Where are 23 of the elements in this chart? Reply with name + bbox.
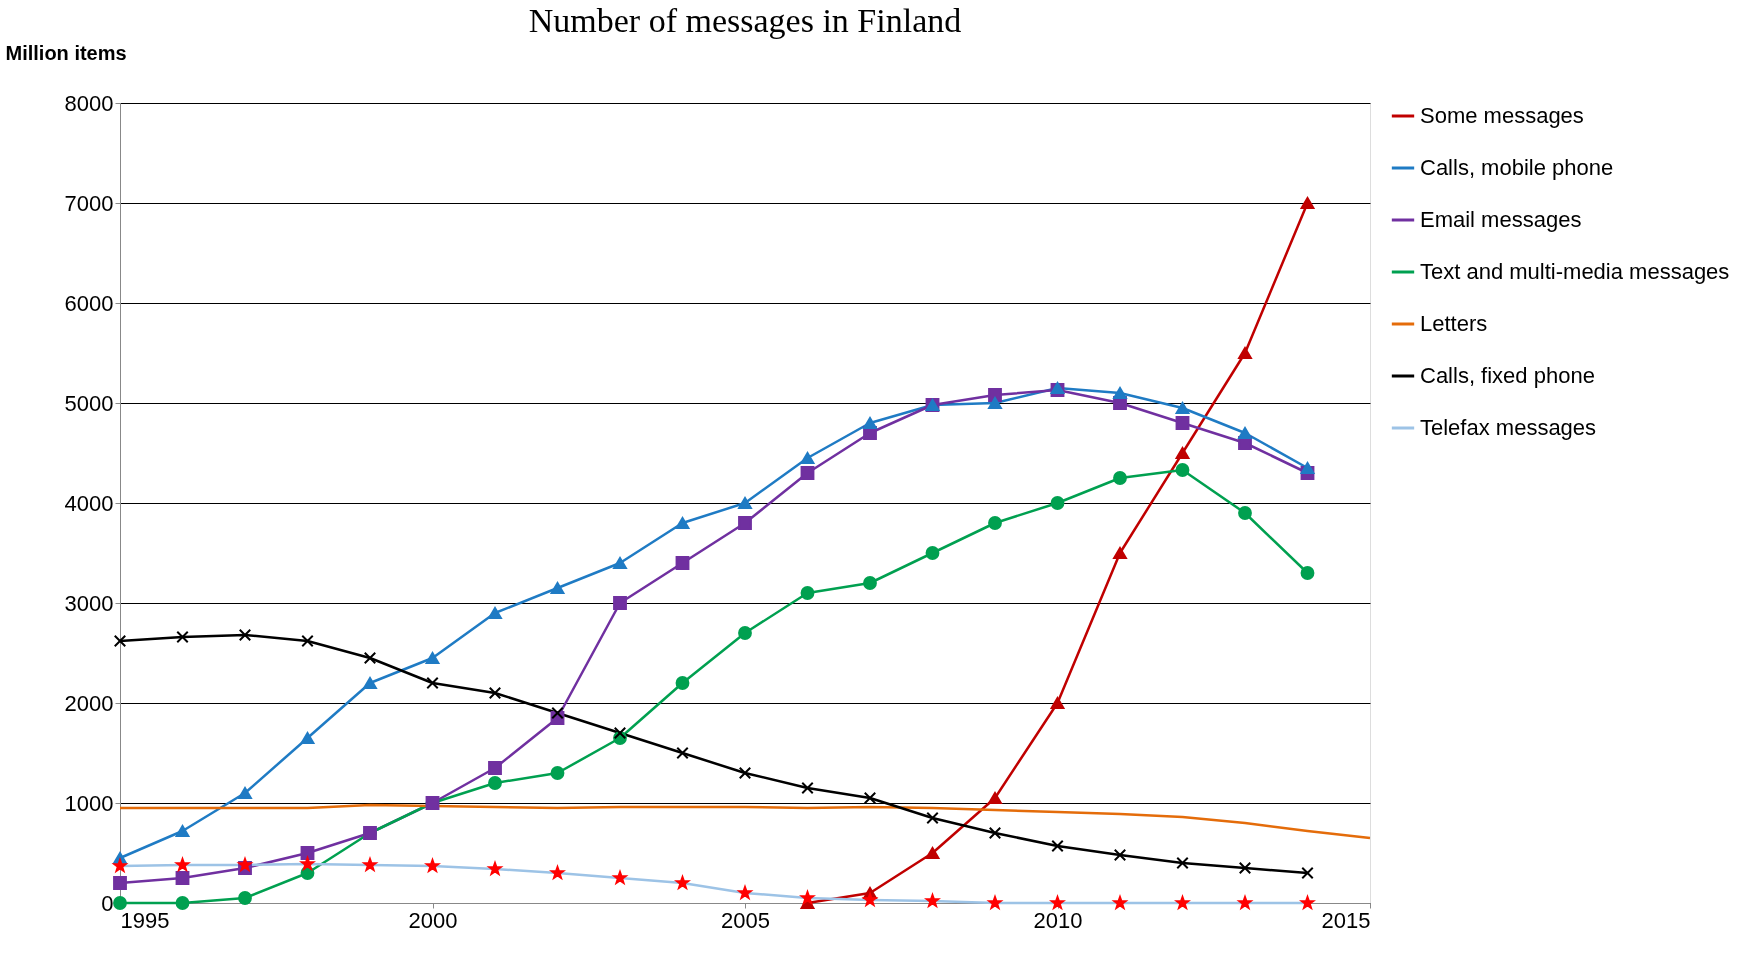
legend-label: Email messages [1420, 207, 1582, 232]
y-tick-label: 6000 [64, 290, 114, 316]
x-tick-label: 2005 [721, 907, 770, 933]
x-tick-label: 2010 [1033, 907, 1083, 933]
legend-label: Text and multi-media messages [1420, 259, 1730, 284]
legend-label: Calls, mobile phone [1420, 155, 1614, 180]
y-tick-label: 2000 [64, 690, 114, 716]
y-tick-label: 7000 [64, 190, 114, 216]
y-tick-label: 8000 [64, 90, 114, 116]
y-tick-label: 1000 [64, 790, 114, 816]
y-tick-label: 4000 [64, 490, 114, 516]
y-tick-label: 3000 [64, 590, 114, 616]
y-axis-title: Million items [5, 41, 127, 64]
x-tick-label: 2000 [408, 907, 458, 933]
legend-label: Telefax messages [1420, 415, 1597, 440]
y-tick-label: 0 [101, 890, 114, 916]
legend-label: Calls, fixed phone [1420, 363, 1595, 388]
y-tick-label: 5000 [64, 390, 114, 416]
x-tick-label: 2015 [1321, 907, 1371, 933]
chart-title: Number of messages in Finland [528, 2, 962, 39]
legend-label: Letters [1420, 311, 1488, 336]
legend-label: Some messages [1420, 103, 1584, 128]
x-tick-label: 1995 [120, 907, 170, 933]
